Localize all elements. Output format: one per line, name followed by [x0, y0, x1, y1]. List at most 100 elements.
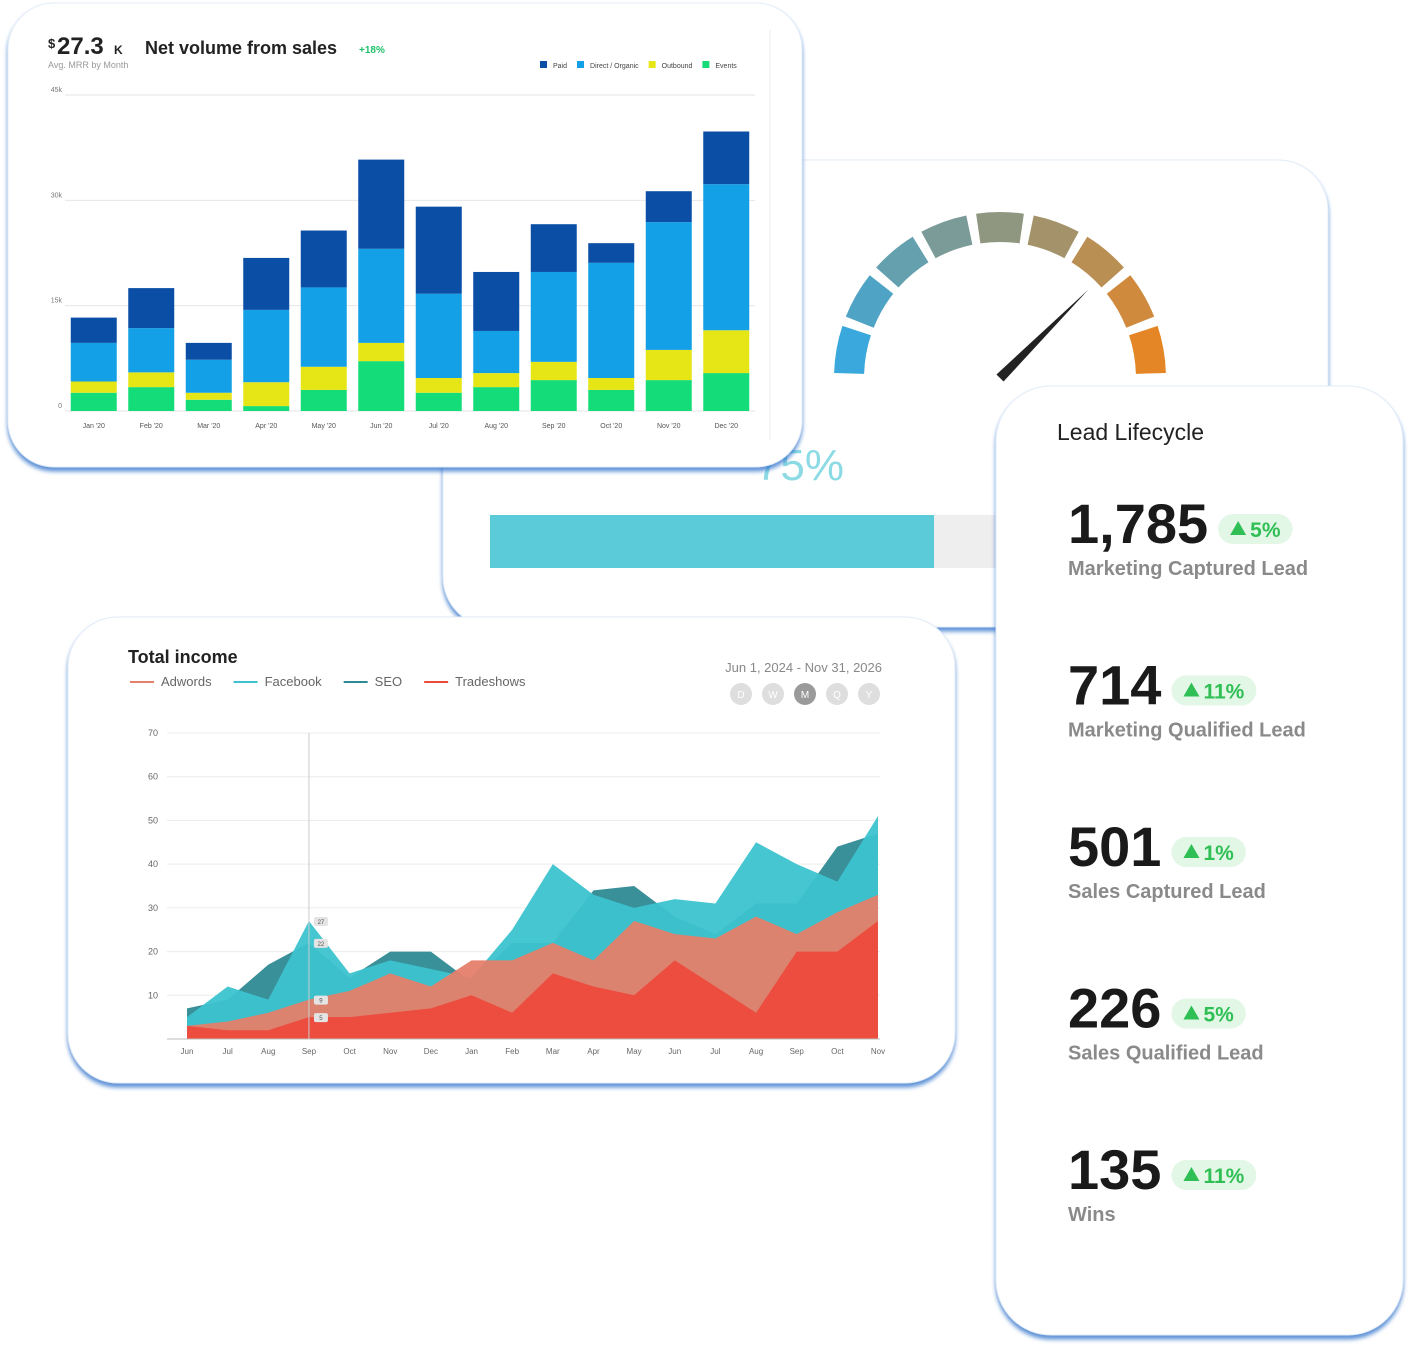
- y-tick-label: 70: [148, 728, 158, 738]
- x-tick-label: Nov: [383, 1047, 397, 1056]
- bar-segment: [243, 406, 290, 411]
- lead-value: 1,785: [1068, 492, 1208, 555]
- period-button[interactable]: [762, 683, 784, 705]
- bar-segment: [243, 257, 290, 310]
- bar-segment: [588, 377, 635, 390]
- lead-value: 226: [1068, 977, 1161, 1040]
- period-button[interactable]: [826, 683, 848, 705]
- bar-segment: [70, 392, 117, 411]
- period-label[interactable]: M: [801, 690, 809, 701]
- period-button[interactable]: [858, 683, 880, 705]
- x-tick-label: Nov '20: [657, 423, 681, 430]
- tooltip-value: 27: [318, 920, 325, 926]
- bar-segment: [128, 372, 175, 388]
- x-tick-label: Jan '20: [83, 423, 105, 430]
- legend-swatch: [577, 61, 585, 68]
- bar-segment: [128, 387, 175, 411]
- bar-segment: [645, 380, 692, 411]
- period-label[interactable]: D: [737, 690, 744, 701]
- legend-label: Outbound: [662, 63, 693, 70]
- bar-segment: [473, 330, 520, 374]
- x-tick-label: Jan: [465, 1047, 478, 1056]
- lead-change: 5%: [1203, 1004, 1234, 1027]
- gauge-segment: [976, 211, 1024, 244]
- legend-label: Paid: [553, 63, 567, 70]
- x-tick-label: Jun: [668, 1047, 681, 1056]
- legend-label: Events: [715, 63, 737, 70]
- tooltip-value: 5: [319, 1016, 323, 1022]
- kpi-value: 27.3: [57, 33, 104, 60]
- gauge-segment: [1071, 236, 1124, 288]
- change-pill: [1171, 1160, 1257, 1190]
- lead-change: 5%: [1250, 519, 1281, 542]
- bar-segment: [185, 399, 232, 411]
- period-label[interactable]: Y: [866, 690, 873, 701]
- lead-value: 501: [1068, 815, 1161, 878]
- x-tick-label: Oct '20: [600, 423, 622, 430]
- up-arrow: [1183, 682, 1200, 697]
- x-tick-label: May: [627, 1047, 642, 1056]
- x-tick-label: Aug '20: [484, 423, 508, 430]
- period-button[interactable]: [794, 683, 816, 705]
- tooltip-value: 9: [319, 999, 323, 1005]
- x-tick-label: Jul: [223, 1047, 233, 1056]
- bar-segment: [358, 248, 405, 343]
- legend-label: Facebook: [265, 674, 323, 689]
- bar-segment: [703, 131, 750, 185]
- y-tick-label: 50: [148, 815, 158, 825]
- bar-segment: [530, 361, 577, 381]
- y-tick-label: 60: [148, 772, 158, 782]
- change-pill: [1171, 675, 1257, 706]
- y-tick-label: 30k: [51, 192, 63, 199]
- x-tick-label: Aug: [749, 1047, 763, 1056]
- x-tick-label: Dec: [424, 1047, 438, 1056]
- tooltip-bg: [313, 938, 328, 948]
- x-tick-label: Dec '20: [714, 423, 738, 430]
- x-tick-label: Aug: [261, 1047, 275, 1056]
- lead-label: Wins: [1068, 1204, 1116, 1226]
- tooltip-bg: [313, 916, 328, 926]
- x-tick-label: May '20: [312, 423, 336, 430]
- bar-segment: [588, 389, 635, 411]
- bar-segment: [473, 271, 520, 331]
- bar-card: $ 27.3 K Avg. MRR by Month Net volume fr…: [7, 2, 803, 468]
- x-tick-label: Mar '20: [197, 423, 220, 430]
- bar-segment: [300, 230, 347, 288]
- bar-segment: [243, 382, 290, 407]
- bar-segment: [415, 206, 462, 294]
- kpi-label: Avg. MRR by Month: [48, 60, 128, 70]
- bar-segment: [358, 361, 405, 411]
- x-tick-label: Feb: [505, 1047, 519, 1056]
- bar-segment: [415, 293, 462, 378]
- kpi-unit: K: [114, 43, 123, 57]
- bar-segment: [645, 222, 692, 350]
- progress-fill: [490, 515, 934, 568]
- chart-title: Net volume from sales: [145, 38, 337, 58]
- legend-label: Direct / Organic: [590, 63, 639, 70]
- bar-segment: [185, 359, 232, 393]
- x-tick-label: Jun: [181, 1047, 194, 1056]
- bar-segment: [70, 317, 117, 343]
- lead-title: Lead Lifecycle: [1057, 419, 1204, 445]
- gauge-segment: [845, 275, 894, 328]
- x-tick-label: Sep: [302, 1047, 317, 1056]
- bar-segment: [243, 309, 290, 383]
- bar-segment: [70, 381, 117, 393]
- change-pill: [1171, 837, 1246, 867]
- gauge-segment: [876, 236, 929, 288]
- gauge-segment: [1129, 325, 1166, 374]
- x-tick-label: Apr '20: [255, 423, 277, 430]
- bar-segment: [185, 342, 232, 360]
- x-tick-label: Feb '20: [140, 423, 163, 430]
- bar-segment: [473, 387, 520, 411]
- legend-label: SEO: [375, 674, 402, 689]
- bar-segment: [645, 349, 692, 381]
- tooltip-bg: [313, 995, 328, 1005]
- x-tick-label: Apr: [587, 1047, 600, 1056]
- bar-segment: [530, 224, 577, 272]
- lead-card: Lead Lifecycle 1,785 5% Marketing Captured…: [995, 385, 1404, 1336]
- period-label[interactable]: Q: [833, 690, 841, 701]
- lead-value: 135: [1068, 1138, 1161, 1201]
- period-button[interactable]: [730, 683, 752, 705]
- period-label[interactable]: W: [768, 690, 778, 701]
